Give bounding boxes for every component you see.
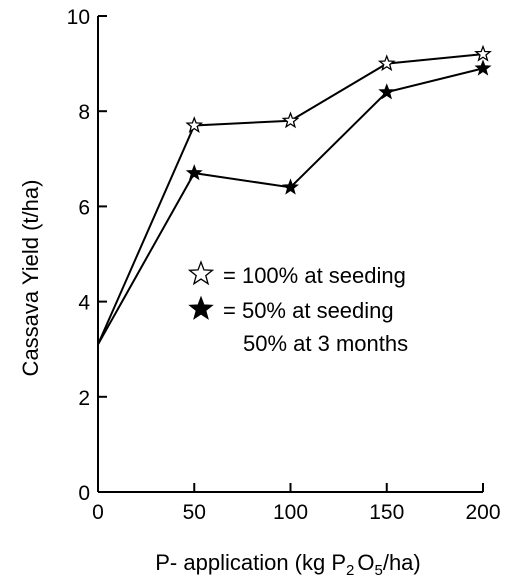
x-axis-title-main: P- application (kg P: [155, 550, 346, 575]
y-tick-label-10: 10: [67, 6, 90, 29]
data-point-filled-100: [282, 178, 299, 195]
y-tick-label-2: 2: [78, 387, 90, 410]
data-point-filled-50: [185, 164, 203, 181]
data-point-open-200: [474, 44, 492, 62]
x-tick-label-200: 200: [465, 501, 500, 524]
y-ticks: 0 2 4 6 8 10: [67, 6, 107, 505]
x-axis-title-end: /ha): [383, 550, 421, 575]
axes: [97, 16, 483, 493]
data-point-open-50: [185, 116, 204, 134]
x-axis-title: P- application (kg P2 O5/ha): [155, 550, 421, 579]
legend-marker-filled-star: [188, 295, 214, 320]
x-tick-label-0: 0: [92, 501, 104, 524]
data-point-filled-200: [474, 59, 492, 76]
legend-entry-100-at-seeding: = 100% at seeding: [223, 263, 406, 288]
y-axis-title: Cassava Yield (t/ha): [18, 180, 43, 377]
x-tick-label-100: 100: [273, 501, 308, 524]
x-axis-title-sub1: 2: [346, 562, 354, 579]
legend-marker-open-star: [187, 260, 215, 286]
x-axis-title-sub2: 5: [374, 562, 382, 579]
x-tick-label-50: 50: [183, 501, 206, 524]
data-point-open-100: [281, 111, 300, 129]
data-point-open-150: [377, 54, 396, 72]
y-tick-label-0: 0: [78, 482, 90, 505]
x-ticks: 0 50 100 150 200: [92, 483, 501, 524]
y-tick-label-6: 6: [78, 196, 90, 219]
legend-filled-star-icon: [188, 295, 214, 320]
x-tick-label-150: 150: [369, 501, 404, 524]
data-point-filled-150: [378, 83, 396, 100]
series-layer: [97, 44, 492, 345]
legend-open-star-icon: [187, 260, 215, 286]
y-tick-label-8: 8: [78, 101, 90, 124]
legend-entry-50-at-seeding: = 50% at seeding: [223, 298, 394, 323]
legend: = 100% at seeding = 50% at seeding 50% a…: [187, 260, 408, 356]
y-tick-label-4: 4: [78, 292, 90, 315]
legend-entry-50-at-3-months: 50% at 3 months: [243, 331, 408, 356]
x-axis-title-mid: O: [357, 550, 374, 575]
